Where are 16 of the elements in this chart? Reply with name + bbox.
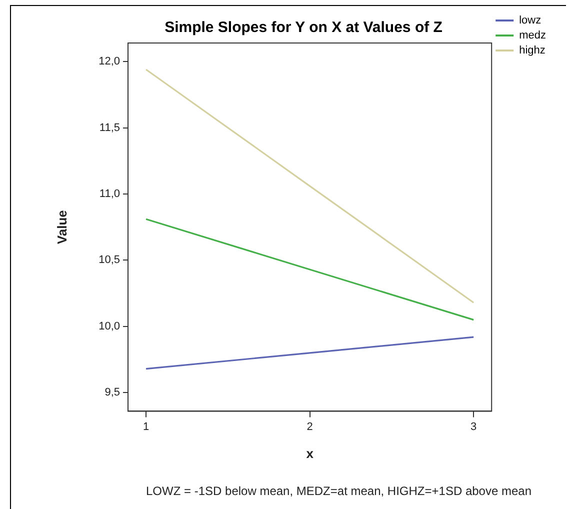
y-tick-label: 10,0 bbox=[98, 320, 120, 332]
x-tick-label: 3 bbox=[470, 420, 477, 433]
text: LOWZ = -1SD below mean, MEDZ=at mean, HIGHZ=+1SD above mean bbox=[146, 484, 532, 498]
y-tick-label: 12,0 bbox=[98, 56, 120, 68]
x-axis-title: x bbox=[306, 446, 314, 461]
y-tick-label: 11,0 bbox=[99, 188, 120, 200]
chart-title: Simple Slopes for Y on X at Values of Z bbox=[164, 19, 442, 36]
y-axis-title: Value bbox=[54, 210, 70, 244]
x-tick-label: 1 bbox=[142, 420, 150, 433]
legend-label: lowz bbox=[519, 14, 542, 27]
x-tick-label: 2 bbox=[306, 420, 313, 433]
y-tick-label: 9,5 bbox=[104, 386, 120, 399]
y-tick-label: 11,5 bbox=[99, 122, 120, 134]
y-tick-label: 10,5 bbox=[98, 254, 120, 266]
legend-label: highz bbox=[519, 44, 546, 57]
legend-label: medz bbox=[519, 30, 546, 42]
